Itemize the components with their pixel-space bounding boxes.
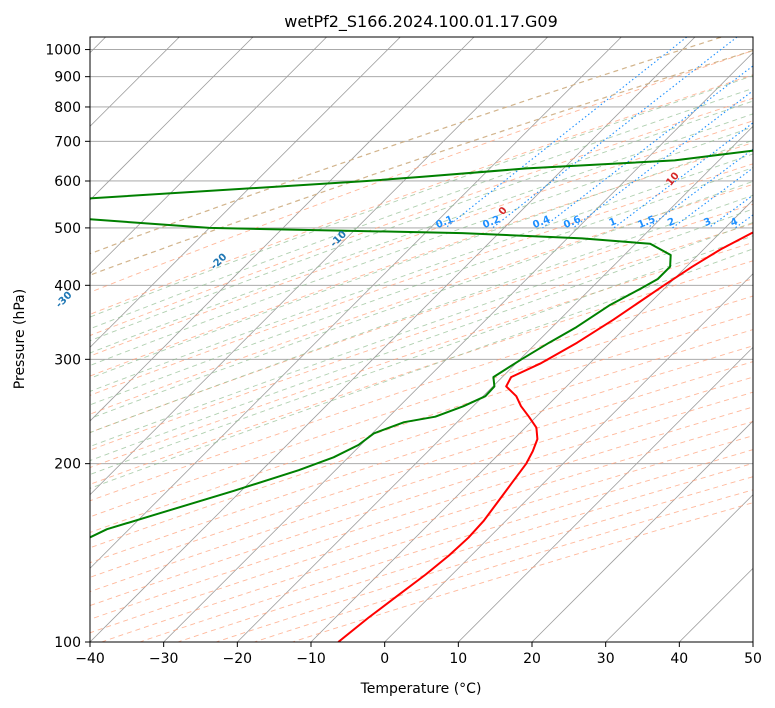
dry-adiabat [90,391,753,607]
x-tick-label: −30 [149,651,179,667]
mixing-ratio-line [613,122,753,229]
x-tick-label: −10 [296,651,326,667]
x-axis-label: Temperature (°C) [360,681,482,697]
moist-adiabat [90,248,753,489]
y-axis-label: Pressure (hPa) [12,289,28,389]
moist-adiabat [90,167,753,406]
isotherm [90,37,254,201]
mixing-ratio-label: 2 [666,216,677,229]
y-tick-label: 800 [54,100,81,116]
dry-adiabat [90,120,753,357]
y-tick-label: 200 [54,457,81,473]
isotherm [90,37,549,496]
plot-frame [89,36,754,643]
moist-adiabat [90,180,753,420]
isotherm [163,52,753,642]
dry-adiabat [90,241,753,468]
moist-adiabat [90,208,753,447]
chart-title: wetPf2_S166.2024.100.01.17.G09 [284,12,558,32]
moist-adiabat [90,100,753,342]
dewpoint-trace [90,149,753,539]
y-tick-label: 300 [54,352,81,368]
isotherm [310,199,753,642]
isotherm [605,494,753,642]
isotherm [236,125,753,642]
background-lines [90,37,753,642]
isotherm [90,37,475,422]
y-tick-label: 900 [54,70,81,86]
x-tick-label: 30 [597,651,615,667]
x-tick-label: −40 [75,651,105,667]
isotherm [531,420,753,642]
isotherm [384,273,753,642]
temperature-trace [337,231,753,642]
dry-adiabat [90,183,753,415]
mixing-ratio-line [492,37,738,229]
y-axis-ticks: 1000 900 800 700 600 500 400 300 200 100 [45,43,90,651]
theta-e-line [90,37,724,255]
moist-adiabat [90,87,753,330]
dry-adiabat [90,345,753,564]
y-tick-label: 400 [54,278,81,294]
mixing-ratio-line [445,37,688,229]
x-tick-label: −20 [223,651,253,667]
x-tick-label: 50 [744,651,762,667]
moist-adiabat [90,126,753,366]
y-tick-label: 600 [54,174,81,190]
moist-adiabat [90,194,753,434]
y-tick-label: 700 [54,134,81,150]
mixing-ratio-line [542,65,753,229]
x-tick-label: 40 [670,651,688,667]
dry-adiabat [90,97,753,337]
isotherm [90,37,328,275]
dry-adiabat [90,50,753,293]
y-tick-label: 1000 [45,43,81,59]
isotherm [90,37,401,348]
isotherm [457,346,753,642]
dry-adiabat [90,295,753,518]
mixing-ratio-label: 3 [702,216,713,229]
x-tick-label: 10 [449,651,467,667]
x-tick-label: 20 [523,651,541,667]
moist-adiabat [90,113,753,354]
mixing-ratio-label: 1 [608,216,619,229]
dry-adiabat [90,74,753,315]
x-tick-label: 0 [380,651,389,667]
y-tick-label: 500 [54,221,81,237]
x-axis-ticks: −40 −30 −20 −10 0 10 20 30 40 50 [75,642,762,667]
isotherm [90,37,696,642]
mixing-ratio-label: 4 [729,216,740,229]
profile-traces [90,149,753,642]
y-tick-label: 100 [54,635,81,651]
isotherm [90,37,622,569]
